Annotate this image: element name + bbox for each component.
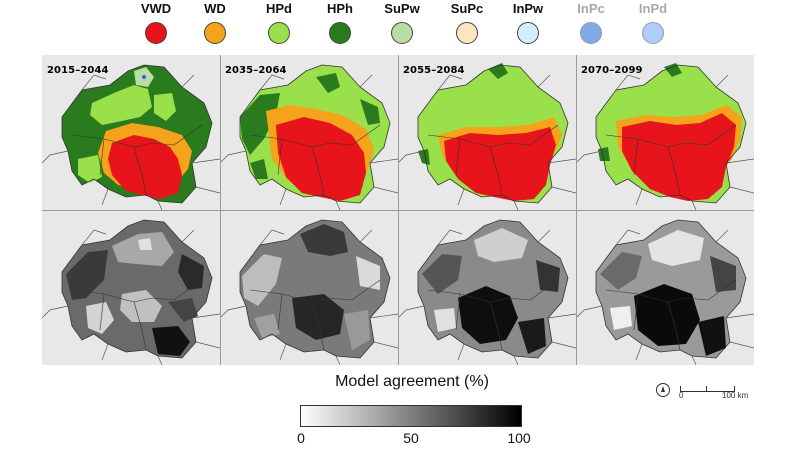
agreement-map-graphic — [576, 219, 754, 365]
category-map-graphic — [220, 64, 398, 210]
legend-label: InPd — [638, 1, 668, 16]
scale-bar — [680, 386, 735, 392]
legend-swatch — [268, 22, 290, 44]
agreement-map-graphic — [398, 219, 576, 365]
legend-swatch — [391, 22, 413, 44]
period-label: 2015–2044 — [47, 65, 109, 76]
agreement-map-2070-2099 — [576, 210, 754, 365]
category-map-graphic — [42, 64, 220, 210]
legend-item-wd: WD — [183, 2, 247, 44]
agreement-map-2015-2044 — [42, 210, 220, 365]
category-map-2070-2099: 2070–2099 — [576, 55, 754, 210]
period-label: 2070–2099 — [581, 65, 643, 76]
agreement-colorbar — [300, 405, 522, 427]
legend-swatch — [456, 22, 478, 44]
period-label: 2035–2064 — [225, 65, 287, 76]
legend-label: InPw — [512, 1, 544, 16]
legend-item-supw: SuPw — [370, 2, 434, 44]
legend-swatch — [329, 22, 351, 44]
scale-label-start: 0 — [679, 391, 684, 400]
category-map-2035-2064: 2035–2064 — [220, 55, 398, 210]
legend-swatch — [517, 22, 539, 44]
colorbar-tick: 100 — [507, 430, 531, 446]
category-map-2015-2044: 2015–2044 — [42, 55, 220, 210]
agreement-map-2035-2064 — [220, 210, 398, 365]
agreement-map-2055-2084 — [398, 210, 576, 365]
period-label: 2055–2084 — [403, 65, 465, 76]
map-panel-grid: 2015–2044 2035–2064 2055–2084 — [42, 55, 754, 365]
colorbar-tick: 50 — [403, 430, 419, 446]
colorbar-title: Model agreement (%) — [335, 373, 489, 390]
agreement-map-graphic — [220, 219, 398, 365]
legend-label: HPh — [327, 1, 353, 16]
legend-label: VWD — [140, 1, 172, 16]
legend-swatch — [642, 22, 664, 44]
agreement-map-graphic — [42, 219, 220, 365]
category-map-graphic — [398, 63, 576, 210]
scale-label-end: 100 km — [722, 391, 749, 400]
legend-swatch — [580, 22, 602, 44]
category-map-graphic — [576, 63, 754, 210]
legend-item-vwd: VWD — [124, 2, 188, 44]
legend-label: HPd — [266, 1, 292, 16]
legend-swatch — [145, 22, 167, 44]
legend-label: SuPc — [450, 1, 484, 16]
colorbar-tick: 0 — [297, 430, 305, 446]
legend-item-hpd: HPd — [247, 2, 311, 44]
legend-item-supc: SuPc — [435, 2, 499, 44]
legend-swatch — [204, 22, 226, 44]
category-map-2055-2084: 2055–2084 — [398, 55, 576, 210]
legend-item-inpc: InPc — [559, 2, 623, 44]
north-arrow-icon — [656, 383, 670, 397]
legend-item-hph: HPh — [308, 2, 372, 44]
panel-divider — [42, 210, 754, 211]
legend-item-inpw: InPw — [496, 2, 560, 44]
climate-category-legend: VWD WD HPd HPh SuPw SuPc InPw InPc InPd — [0, 0, 800, 52]
legend-label: SuPw — [384, 1, 420, 16]
legend-label: WD — [204, 1, 226, 16]
legend-item-inpd: InPd — [621, 2, 685, 44]
legend-label: InPc — [577, 1, 605, 16]
